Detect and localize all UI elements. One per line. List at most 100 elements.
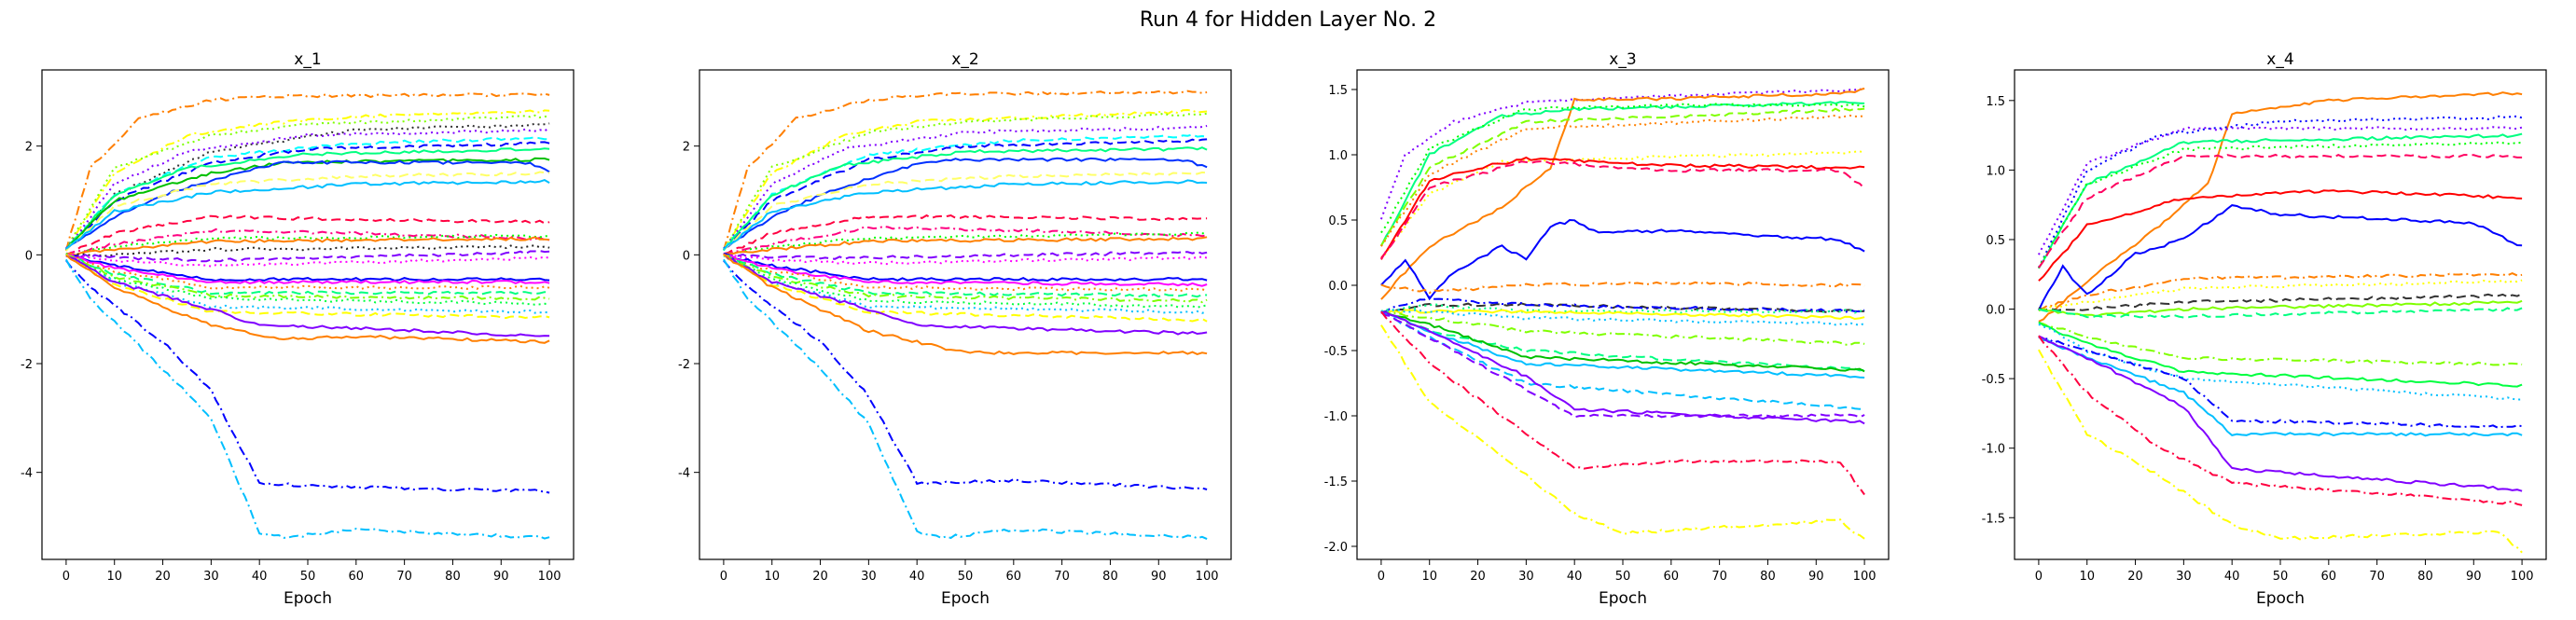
panel-title: x_2: [951, 50, 978, 69]
series-line: [1380, 103, 1865, 234]
x-tick-label: 80: [1102, 570, 1118, 584]
series-line: [2038, 335, 2523, 506]
y-tick-label: 2: [683, 141, 690, 155]
series-line: [2038, 323, 2523, 401]
series-line: [65, 122, 550, 250]
x-tick-label: 0: [62, 570, 70, 584]
y-tick-label: -1.5: [1324, 475, 1348, 489]
panel-title: x_3: [1609, 50, 1636, 69]
y-tick-label: -0.5: [1982, 373, 2005, 387]
series-line: [1380, 309, 1865, 321]
series-line: [2038, 91, 2523, 323]
y-tick-label: -1.0: [1982, 443, 2005, 457]
series-line: [2038, 299, 2523, 318]
x-tick-label: 90: [1808, 570, 1824, 584]
x-tick-label: 80: [445, 570, 461, 584]
series-line: [65, 254, 550, 296]
chart-panel: x_1 0 10 20 30 40 50 60 70 80 90 100 -4 -2 0 2 Epoch: [21, 50, 575, 608]
x-tick-label: 70: [2369, 570, 2385, 584]
series-group: [1379, 87, 1865, 540]
series-line: [2038, 189, 2523, 282]
series-line: [2038, 307, 2523, 319]
x-tick-label: 60: [1006, 570, 1022, 584]
series-line: [65, 171, 550, 252]
x-tick-label: 40: [909, 570, 925, 584]
x-tick-label: 90: [493, 570, 509, 584]
series-line: [1380, 107, 1865, 246]
series-line: [64, 92, 550, 252]
x-tick-label: 100: [1196, 570, 1219, 584]
series-line: [723, 112, 1208, 251]
series-line: [723, 179, 1208, 251]
x-tick-label: 90: [1151, 570, 1167, 584]
series-line: [723, 255, 1208, 298]
series-line: [1380, 296, 1865, 314]
series-line: [65, 255, 550, 290]
series-line: [1380, 310, 1865, 379]
series-line: [65, 253, 550, 268]
x-tick-label: 50: [300, 570, 316, 584]
x-tick-label: 20: [812, 570, 828, 584]
x-tick-label: 40: [1567, 570, 1583, 584]
series-line: [65, 255, 550, 301]
series-line: [65, 244, 550, 257]
series-line: [1380, 160, 1865, 260]
series-line: [1379, 88, 1865, 220]
series-line: [2038, 321, 2523, 388]
x-tick-label: 70: [1711, 570, 1727, 584]
x-tick-label: 10: [764, 570, 780, 584]
series-line: [65, 147, 550, 251]
series-line: [65, 109, 550, 251]
x-tick-label: 10: [106, 570, 122, 584]
series-line: [723, 253, 1208, 266]
x-tick-label: 70: [396, 570, 412, 584]
series-line: [1380, 310, 1865, 496]
x-tick-label: 50: [958, 570, 974, 584]
series-line: [65, 253, 550, 285]
y-tick-label: 1.5: [1328, 84, 1348, 98]
chart-panel: x_4 0 10 20 30 40 50 60 70 80 90 100 -1.5 -1.0 -0.5 0.0…: [1982, 50, 2547, 608]
series-line: [2038, 272, 2523, 311]
series-line: [1380, 310, 1865, 372]
chart-panel: x_3 0 10 20 30 40 50 60 70 80 90 100 -2.0 -1.5 -1.0 -0.…: [1324, 50, 1890, 608]
x-tick-label: 20: [2127, 570, 2143, 584]
series-line: [2038, 293, 2523, 311]
series-line: [65, 253, 550, 306]
x-tick-label: 50: [1615, 570, 1631, 584]
series-line: [723, 108, 1208, 251]
x-axis-label: Epoch: [2256, 589, 2305, 608]
series-line: [65, 259, 550, 494]
series-line: [1380, 310, 1865, 346]
series-line: [2037, 204, 2523, 311]
series-line: [723, 146, 1208, 251]
x-tick-label: 100: [2511, 570, 2534, 584]
x-tick-label: 80: [1760, 570, 1776, 584]
series-line: [723, 258, 1208, 541]
series-line: [65, 179, 550, 250]
panels: x_10 10 20 30 40 50 60 70 80 90 100-4-202Epochx_20…: [21, 50, 2547, 608]
x-tick-label: 20: [155, 570, 171, 584]
x-tick-label: 50: [2273, 570, 2289, 584]
series-line: [2038, 336, 2523, 437]
series-line: [723, 214, 1208, 255]
chart-panel: x_2 0 10 20 30 40 50 60 70 80 90 100 -4 -2 0 2 Epoch: [678, 50, 1232, 608]
x-tick-label: 30: [1518, 570, 1534, 584]
series-line: [65, 236, 550, 256]
series-line: [2038, 335, 2523, 492]
series-line: [1380, 114, 1865, 247]
x-tick-label: 30: [861, 570, 877, 584]
y-tick-label: -1.0: [1324, 410, 1348, 424]
y-tick-label: -2.0: [1324, 541, 1348, 555]
x-axis-label: Epoch: [941, 589, 990, 608]
series-line: [65, 254, 550, 320]
series-group: [64, 92, 550, 540]
series-line: [723, 157, 1208, 250]
series-line: [65, 258, 550, 540]
series-line: [723, 259, 1208, 490]
x-tick-label: 40: [252, 570, 268, 584]
series-line: [65, 227, 550, 256]
x-tick-label: 10: [1421, 570, 1437, 584]
series-line: [65, 159, 550, 251]
x-tick-label: 70: [1054, 570, 1070, 584]
x-tick-label: 100: [1853, 570, 1877, 584]
